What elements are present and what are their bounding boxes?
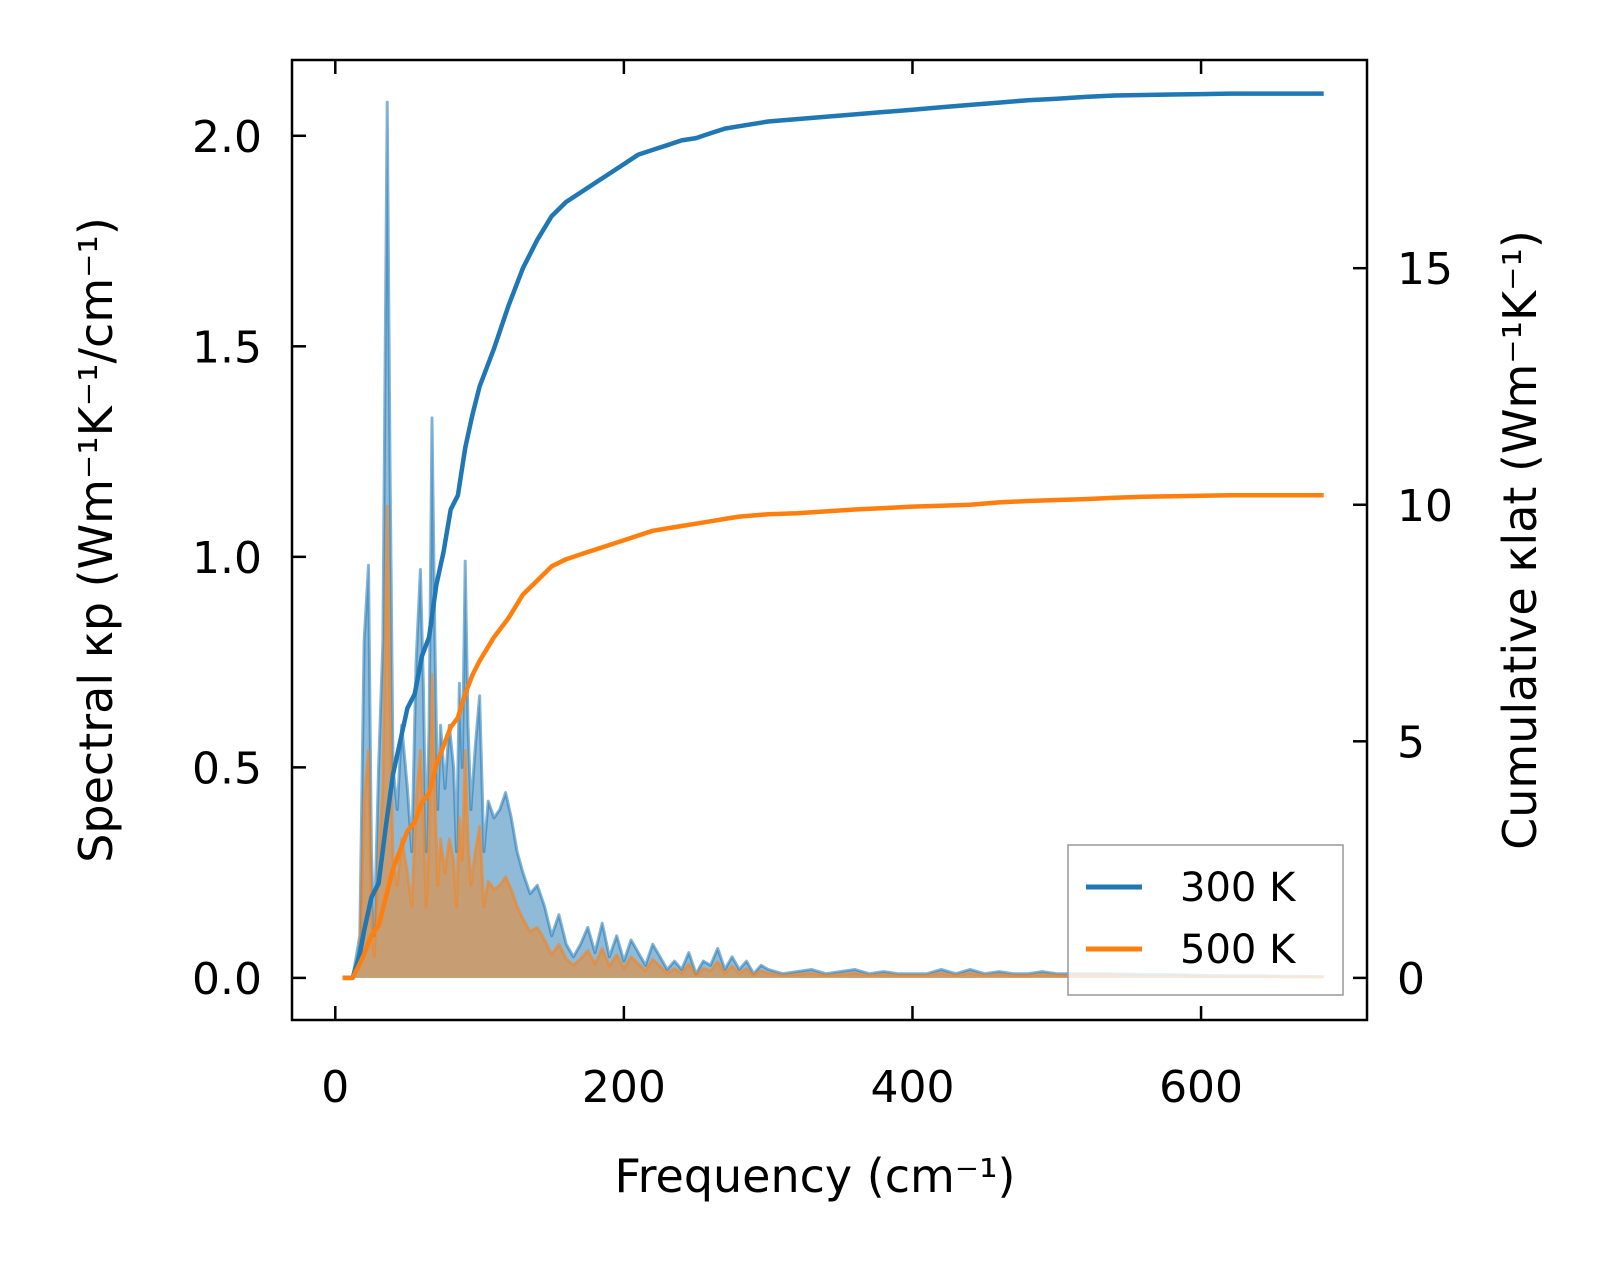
spectral-line-300k <box>342 100 1324 980</box>
y-right-axis-title: Cumulative κlat (Wm⁻¹K⁻¹) <box>1493 230 1547 850</box>
x-tick-label: 400 <box>870 1062 954 1113</box>
x-tick-label: 600 <box>1159 1062 1243 1113</box>
legend-label-300k: 300 K <box>1180 865 1297 911</box>
y-right-tick-label: 5 <box>1397 717 1425 768</box>
legend-label-500k: 500 K <box>1180 927 1297 973</box>
x-tick-label: 200 <box>582 1062 666 1113</box>
y-left-tick-label: 0.5 <box>192 743 262 794</box>
spectral-area-500k <box>342 506 1324 978</box>
spectral-fill-layer <box>342 100 1324 980</box>
legend: 300 K 500 K <box>1067 844 1344 996</box>
axes-layer: 0 200 400 600 0.0 0.5 1.0 1.5 2.0 0 5 10 15 <box>192 58 1453 1113</box>
cumulative-line-500k <box>342 493 1324 981</box>
y-left-tick-label: 1.5 <box>192 322 262 373</box>
data-line-layer <box>342 91 1324 981</box>
cumulative-line-300k <box>342 91 1324 981</box>
spectral-line-500k <box>342 504 1324 980</box>
y-right-tick-label: 10 <box>1397 481 1453 532</box>
y-right-tick-label: 0 <box>1397 954 1425 1005</box>
y-right-tick-label: 15 <box>1397 244 1453 295</box>
y-left-tick-label: 2.0 <box>192 112 262 163</box>
plot-frame <box>290 58 1369 1022</box>
x-axis-title: Frequency (cm⁻¹) <box>615 1149 1016 1203</box>
x-tick-label: 0 <box>321 1062 349 1113</box>
legend-box <box>1067 844 1344 996</box>
y-left-tick-label: 1.0 <box>192 533 262 584</box>
y-left-axis-title: Spectral κp (Wm⁻¹K⁻¹/cm⁻¹) <box>69 217 123 863</box>
y-left-tick-label: 0.0 <box>192 954 262 1005</box>
